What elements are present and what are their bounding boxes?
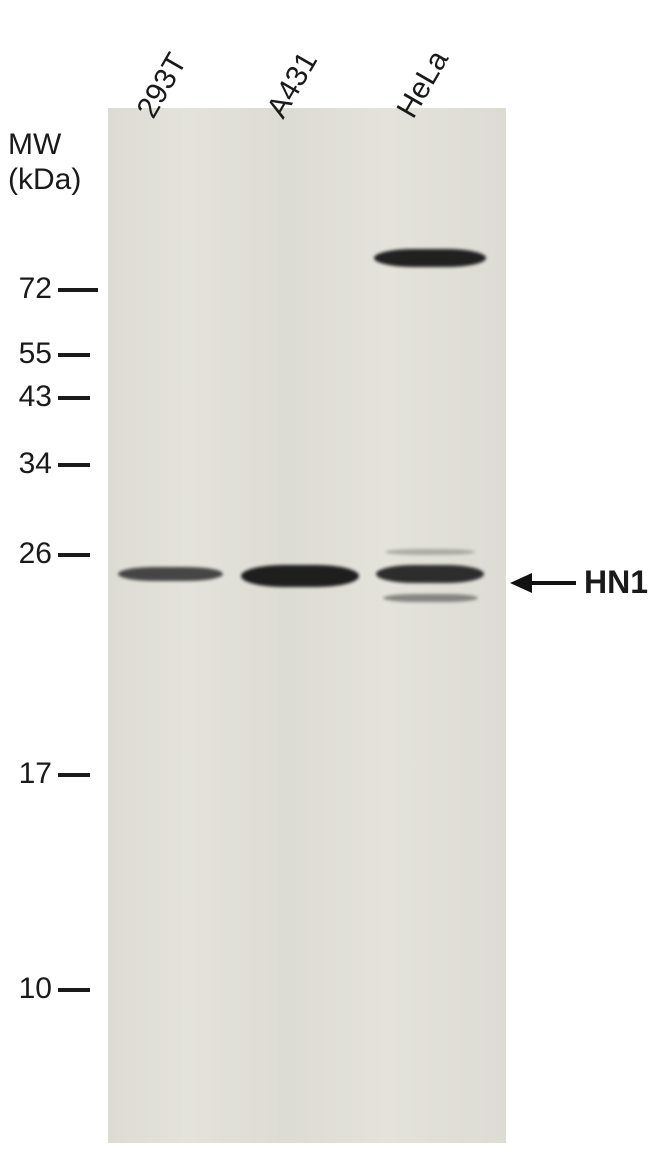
mw-marker-tick: [58, 988, 90, 992]
mw-marker-tick: [58, 553, 90, 557]
mw-marker-label: 43: [2, 380, 52, 414]
target-label: HN1: [584, 564, 648, 601]
mw-marker-tick: [58, 773, 90, 777]
blot-band: [118, 567, 223, 581]
mw-axis-title-line2: (kDa): [8, 163, 81, 198]
blot-band: [376, 565, 484, 583]
mw-marker-label: 55: [2, 337, 52, 371]
arrow-head-icon: [510, 573, 532, 593]
mw-marker-tick: [58, 353, 90, 357]
blot-band: [241, 565, 359, 587]
mw-marker-tick: [58, 463, 90, 467]
target-arrow: HN1: [510, 564, 648, 601]
mw-marker-label: 26: [2, 537, 52, 571]
mw-marker-tick: [58, 396, 90, 400]
mw-axis-title: MW (kDa): [8, 128, 81, 197]
mw-marker-label: 72: [2, 272, 52, 306]
arrow-shaft: [532, 581, 576, 585]
mw-marker-tick: [58, 288, 98, 292]
blot-band: [383, 594, 478, 602]
mw-marker-label: 17: [2, 757, 52, 791]
blot-band: [374, 249, 486, 267]
mw-marker-label: 34: [2, 447, 52, 481]
western-blot-figure: MW (kDa) 293TA431HeLa 72554334261710 HN1: [0, 0, 650, 1167]
blot-band: [385, 549, 475, 555]
mw-axis-title-line1: MW: [8, 128, 81, 163]
mw-marker-label: 10: [2, 972, 52, 1006]
